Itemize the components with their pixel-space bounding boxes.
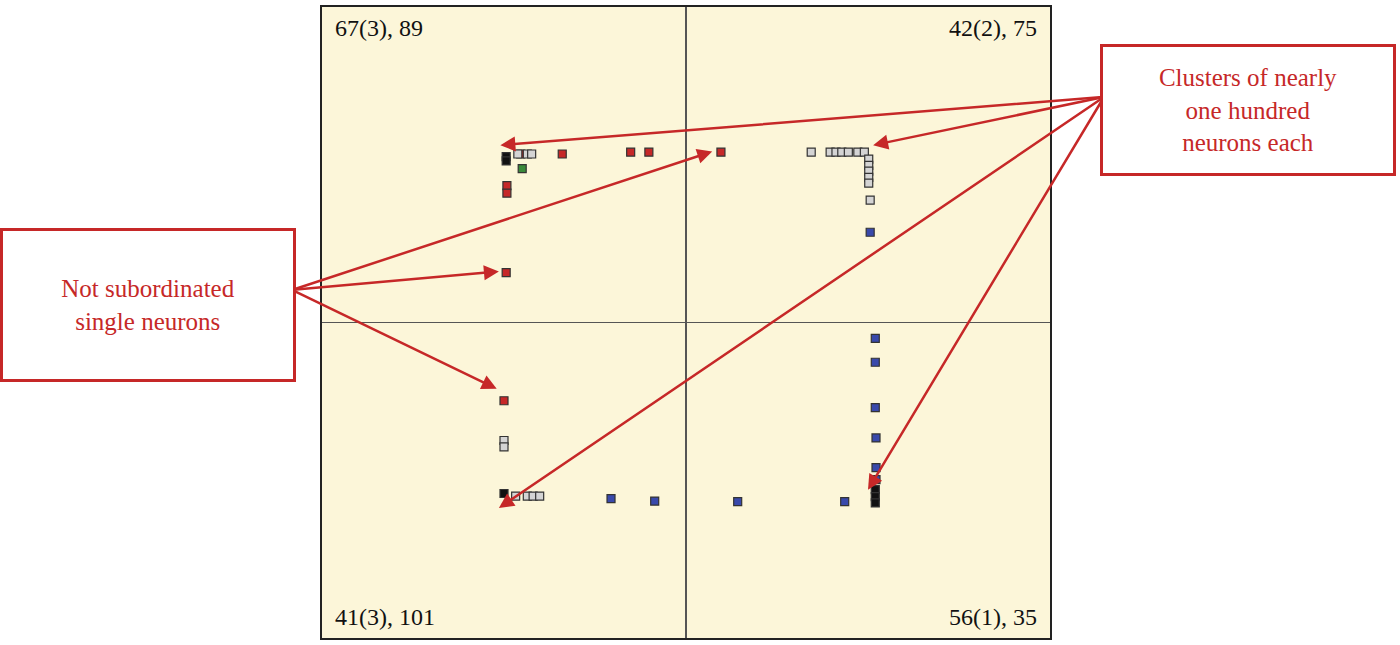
svg-text:Clusters of nearlyone hundredn: Clusters of nearlyone hundredneurons eac… [1159, 64, 1337, 156]
svg-text:Not subordinatedsingle neurons: Not subordinatedsingle neurons [61, 275, 234, 335]
svg-text:42(2), 75: 42(2), 75 [949, 15, 1037, 41]
svg-text:67(3), 89: 67(3), 89 [335, 15, 423, 41]
svg-text:41(3), 101: 41(3), 101 [335, 604, 435, 630]
svg-text:56(1), 35: 56(1), 35 [949, 604, 1037, 630]
